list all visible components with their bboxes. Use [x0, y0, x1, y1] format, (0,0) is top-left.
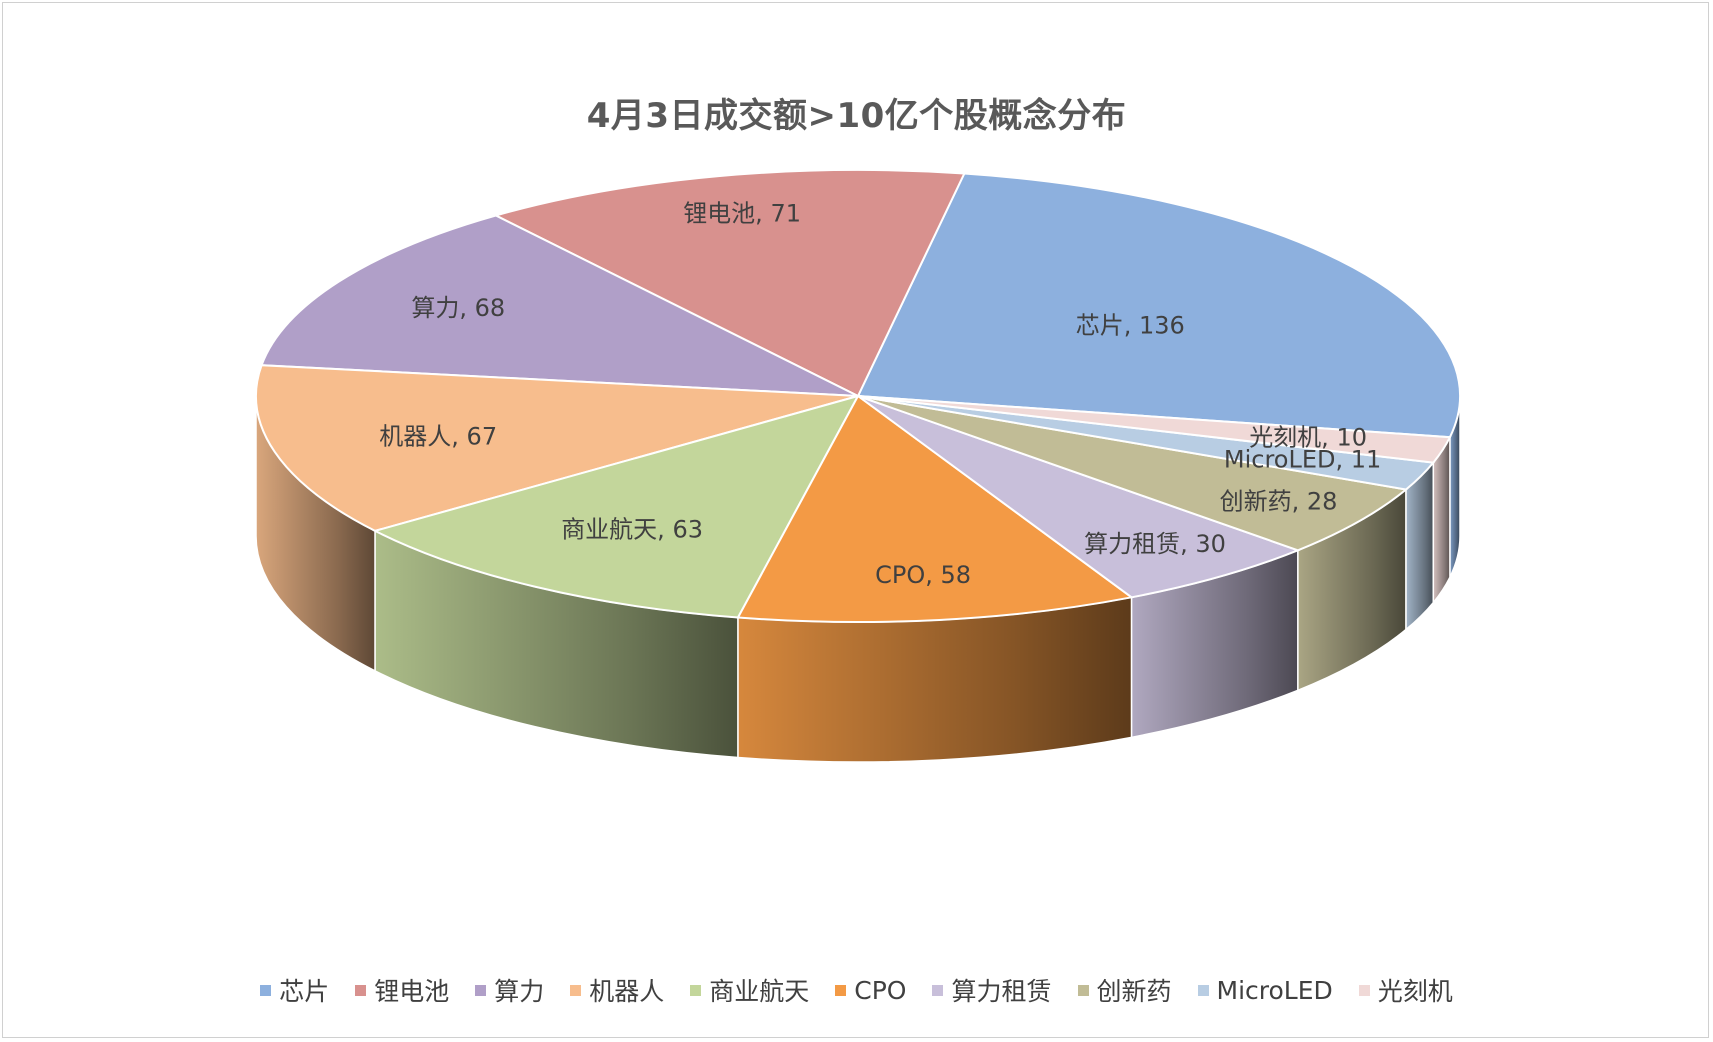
legend-swatch-5	[835, 984, 847, 996]
legend-swatch-2	[475, 984, 487, 996]
legend-item-5: CPO	[835, 976, 906, 1005]
legend-label-1: 锂电池	[374, 977, 450, 1006]
legend-swatch-4	[690, 984, 702, 996]
data-label-2: 算力, 68	[411, 294, 505, 322]
legend-swatch-3	[570, 984, 582, 996]
pie-side-shade-8	[1405, 460, 1435, 632]
pie-slice-2[interactable]	[260, 214, 859, 397]
legend-label-9: 光刻机	[1377, 977, 1453, 1006]
pie-slice-6[interactable]	[857, 395, 1301, 599]
data-label-0: 芯片, 136	[1076, 311, 1185, 339]
legend-item-4: 商业航天	[690, 972, 809, 1008]
data-label-4: 商业航天, 63	[561, 516, 703, 544]
data-label-9: 光刻机, 10	[1249, 424, 1367, 452]
data-label-1: 锂电池, 71	[683, 200, 801, 228]
data-label-5: CPO, 58	[875, 561, 971, 589]
data-label-3: 机器人, 67	[379, 423, 497, 451]
legend-item-2: 算力	[475, 972, 544, 1008]
legend-label-8: MicroLED	[1216, 975, 1333, 1005]
data-label-8: MicroLED, 11	[1224, 445, 1381, 473]
legend-label-6: 算力租赁	[951, 977, 1052, 1006]
legend-item-3: 机器人	[570, 972, 664, 1008]
legend-item-1: 锂电池	[355, 972, 449, 1008]
legend-label-4: 商业航天	[709, 977, 810, 1006]
legend-swatch-1	[355, 984, 367, 996]
legend-item-8: MicroLED	[1197, 975, 1333, 1005]
data-label-6: 算力租赁, 30	[1084, 530, 1226, 558]
legend-swatch-9	[1358, 984, 1370, 996]
pie-slice-3[interactable]	[255, 364, 859, 532]
pie-slice-1[interactable]	[493, 168, 966, 398]
legend-swatch-6	[932, 984, 944, 996]
legend-label-5: CPO	[854, 975, 907, 1005]
legend-label-7: 创新药	[1096, 977, 1172, 1006]
legend-swatch-7	[1077, 984, 1089, 996]
pie-side-shade-9	[1432, 436, 1451, 605]
chart-title: 4月3日成交额>10亿个股概念分布	[586, 96, 1127, 136]
legend-label-2: 算力	[494, 977, 545, 1006]
legend-label-0: 芯片	[279, 977, 330, 1006]
pie-slice-7[interactable]	[857, 395, 1409, 552]
pie-slice-5[interactable]	[736, 394, 1135, 624]
pie-slice-4[interactable]	[372, 394, 861, 619]
chart-legend: 芯片 锂电池 算力 机器人 商业航天 CPO 算力租赁 创新药 MicroLED 光刻机	[0, 972, 1713, 1008]
data-label-7: 创新药, 28	[1220, 488, 1338, 516]
legend-label-3: 机器人	[589, 977, 665, 1006]
pie-slice-0[interactable]	[856, 172, 1461, 439]
legend-swatch-8	[1197, 984, 1209, 996]
legend-item-0: 芯片	[260, 972, 329, 1008]
legend-item-7: 创新药	[1077, 972, 1172, 1008]
legend-item-6: 算力租赁	[932, 972, 1052, 1008]
pie-side-shade-5	[737, 596, 1133, 763]
legend-swatch-0	[260, 984, 272, 996]
legend-item-9: 光刻机	[1358, 972, 1453, 1008]
pie-slice-9[interactable]	[857, 395, 1452, 464]
